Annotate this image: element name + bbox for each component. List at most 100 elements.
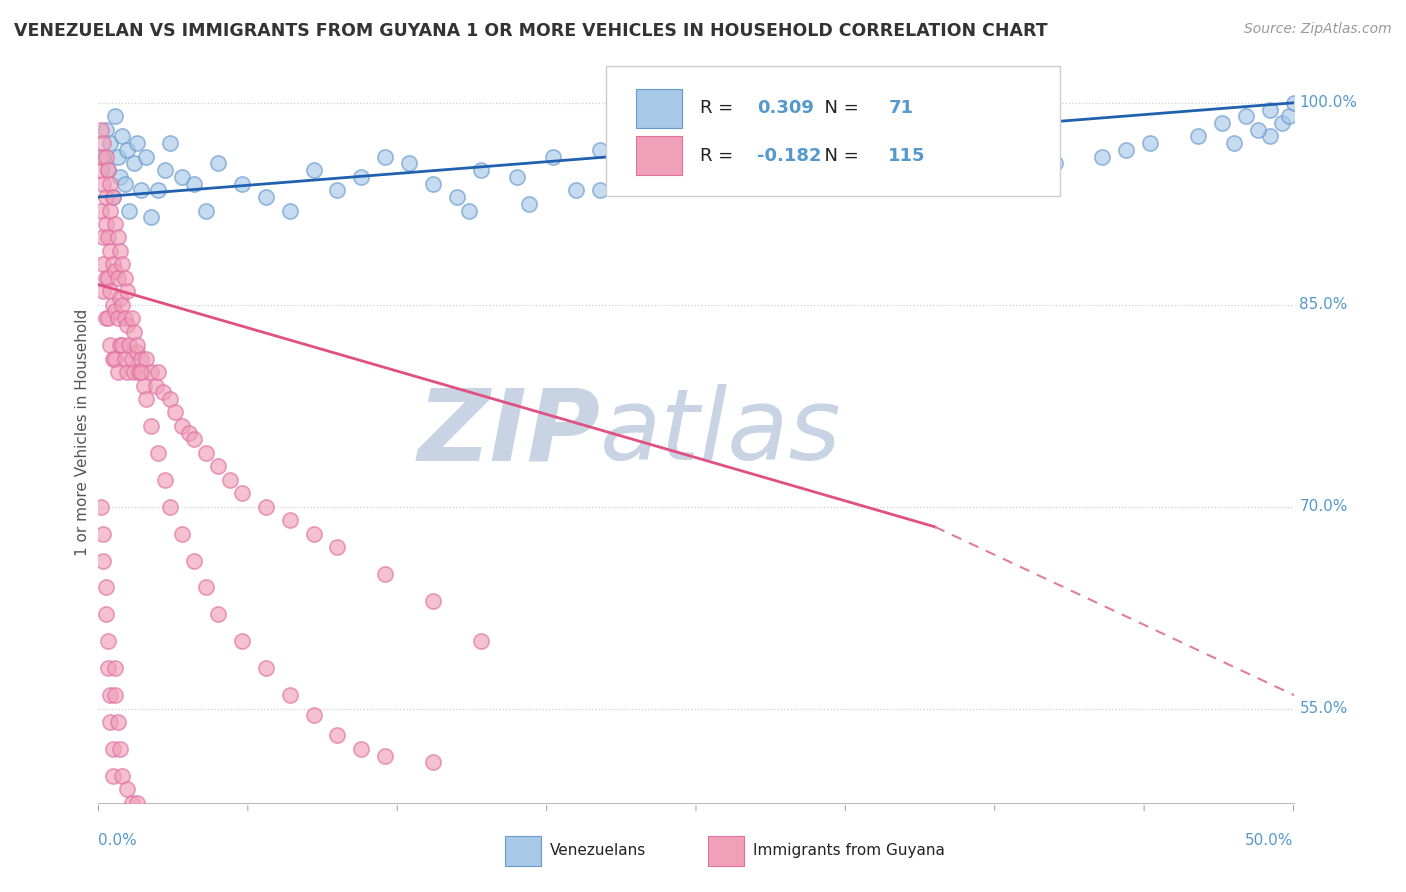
Point — [90, 122, 112, 136]
Point — [121, 351, 143, 366]
Point — [97, 230, 120, 244]
Point — [159, 136, 181, 151]
Point — [1278, 109, 1301, 123]
Point — [183, 553, 205, 567]
Point — [115, 318, 138, 332]
Point — [852, 169, 875, 184]
Text: 70.0%: 70.0% — [1299, 500, 1348, 514]
Point — [278, 513, 301, 527]
Point — [111, 298, 134, 312]
Text: 71: 71 — [889, 99, 914, 118]
Point — [470, 634, 492, 648]
Point — [207, 459, 229, 474]
Point — [107, 714, 129, 729]
Point — [94, 122, 117, 136]
Point — [709, 169, 731, 184]
Point — [422, 756, 444, 770]
Point — [139, 211, 162, 225]
Point — [948, 150, 970, 164]
Point — [148, 365, 170, 379]
Point — [91, 136, 114, 151]
Point — [506, 169, 529, 184]
FancyBboxPatch shape — [505, 836, 541, 866]
Point — [111, 769, 134, 783]
Point — [326, 729, 349, 743]
Text: Immigrants from Guyana: Immigrants from Guyana — [754, 844, 945, 858]
Point — [114, 351, 136, 366]
Point — [104, 351, 127, 366]
FancyBboxPatch shape — [606, 66, 1060, 195]
Point — [104, 109, 127, 123]
Point — [148, 183, 170, 197]
Point — [131, 365, 153, 379]
Point — [995, 150, 1018, 164]
Text: -0.182: -0.182 — [756, 146, 821, 165]
Point — [1211, 116, 1233, 130]
Point — [1258, 103, 1281, 117]
Point — [114, 270, 136, 285]
Point — [97, 163, 120, 178]
Point — [398, 156, 420, 170]
Point — [302, 708, 325, 723]
FancyBboxPatch shape — [709, 836, 744, 866]
Point — [278, 203, 301, 218]
Point — [111, 257, 134, 271]
Point — [104, 217, 127, 231]
Point — [1282, 95, 1305, 110]
Text: 115: 115 — [889, 146, 927, 165]
Point — [91, 150, 114, 164]
Point — [131, 351, 153, 366]
Point — [98, 203, 122, 218]
Point — [90, 500, 112, 514]
Point — [111, 338, 134, 352]
Point — [135, 150, 157, 164]
Text: 100.0%: 100.0% — [1299, 95, 1358, 111]
Point — [104, 304, 127, 318]
Point — [91, 526, 114, 541]
Point — [1234, 109, 1257, 123]
Point — [98, 688, 122, 702]
Point — [91, 285, 114, 299]
Point — [374, 566, 396, 581]
Point — [101, 257, 124, 271]
Point — [94, 217, 117, 231]
FancyBboxPatch shape — [637, 136, 682, 175]
Point — [104, 264, 127, 278]
Point — [135, 351, 157, 366]
Point — [98, 714, 122, 729]
Point — [374, 748, 396, 763]
Text: R =: R = — [700, 99, 738, 118]
Point — [172, 169, 194, 184]
Point — [124, 156, 146, 170]
Point — [97, 634, 120, 648]
Y-axis label: 1 or more Vehicles in Household: 1 or more Vehicles in Household — [75, 309, 90, 557]
Text: Source: ZipAtlas.com: Source: ZipAtlas.com — [1244, 22, 1392, 37]
Point — [852, 150, 875, 164]
Point — [254, 500, 277, 514]
Point — [124, 325, 146, 339]
Point — [111, 129, 134, 144]
Text: atlas: atlas — [600, 384, 842, 481]
Point — [125, 796, 148, 810]
Point — [278, 688, 301, 702]
Point — [97, 270, 120, 285]
Point — [125, 338, 148, 352]
Point — [91, 177, 114, 191]
Point — [163, 405, 186, 419]
Point — [1139, 136, 1161, 151]
Point — [1271, 116, 1294, 130]
Point — [107, 230, 129, 244]
Text: 55.0%: 55.0% — [1299, 701, 1348, 716]
Point — [172, 418, 194, 433]
Point — [470, 163, 492, 178]
Point — [231, 486, 253, 500]
Text: ZIP: ZIP — [418, 384, 600, 481]
Point — [101, 298, 124, 312]
Point — [350, 742, 373, 756]
Point — [108, 244, 131, 258]
Point — [374, 150, 396, 164]
Point — [108, 742, 131, 756]
Point — [458, 203, 481, 218]
Point — [302, 163, 325, 178]
Point — [90, 150, 112, 164]
